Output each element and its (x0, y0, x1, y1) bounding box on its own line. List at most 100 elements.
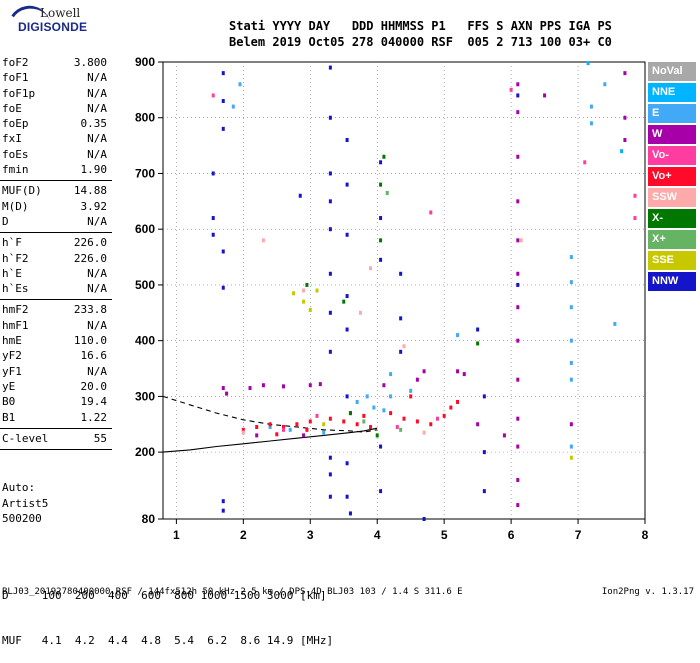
x-tick-label: 2 (240, 528, 247, 542)
echo-point (241, 430, 245, 435)
echo-point (362, 419, 366, 424)
header-row2: Belem 2019 Oct05 278 040000 RSF 005 2 71… (229, 35, 612, 49)
legend-item: NNE (648, 83, 696, 102)
x-tick-label: 1 (173, 528, 180, 542)
param-separator (0, 180, 112, 182)
echo-point (348, 511, 352, 516)
param-value: N/A (87, 71, 107, 85)
param-label: hmF2 (2, 303, 29, 317)
digisonde-logo: Lowell DIGISONDE (3, 1, 87, 36)
echo-point (318, 382, 322, 387)
param-value: 0.35 (80, 117, 108, 131)
param-row: h`F2 226.0 (0, 252, 112, 267)
param-label: fxI (2, 132, 22, 146)
echo-point (221, 285, 225, 290)
echo-point (569, 444, 573, 449)
param-row: h`Es N/A (0, 282, 112, 297)
echo-point (516, 416, 520, 421)
param-row: yF2 16.6 (0, 349, 112, 364)
echo-point (221, 71, 225, 76)
legend-item: Vo+ (648, 167, 696, 186)
param-label: foE (2, 101, 22, 115)
echo-point (399, 427, 403, 432)
echo-point (211, 171, 215, 176)
echo-point (282, 425, 285, 430)
legend-item: W (648, 125, 696, 144)
param-value: 1.22 (80, 410, 108, 424)
legend-item: NoVal (648, 62, 696, 81)
param-row: fmin 1.90 (0, 163, 112, 178)
echo-point (305, 282, 309, 287)
param-value: N/A (87, 282, 107, 296)
echo-point (569, 377, 573, 382)
echo-point (295, 422, 299, 427)
y-tick-label: 600 (135, 222, 155, 236)
echo-point (569, 455, 573, 460)
param-value: 1.90 (80, 163, 108, 177)
echo-point (415, 419, 419, 424)
echo-point (516, 305, 520, 310)
echo-point (442, 413, 446, 418)
echo-point (516, 477, 520, 482)
echo-point (345, 232, 349, 237)
echo-point (395, 425, 399, 430)
echo-point (261, 383, 265, 388)
param-value: N/A (87, 266, 107, 280)
echo-point (516, 82, 520, 87)
echo-point (221, 126, 225, 131)
echo-point (308, 383, 312, 388)
echo-point (379, 216, 383, 221)
param-label: h`F (2, 236, 22, 250)
echo-point (282, 427, 285, 432)
echo-point (516, 377, 520, 382)
echo-point (345, 182, 349, 187)
echo-point (225, 391, 229, 396)
echo-point (569, 255, 573, 260)
echo-point (589, 104, 593, 109)
param-value: N/A (87, 101, 107, 115)
echo-point (516, 154, 520, 159)
param-value: N/A (87, 214, 107, 228)
polarization-legend: NoVal NNE E W Vo- Vo+ SSW X- X+ SSE NNW (648, 62, 696, 293)
muf-table: D 100 200 400 600 800 1000 1500 3000 [km… (2, 558, 333, 663)
echo-point (298, 193, 302, 198)
echo-point (345, 138, 349, 143)
param-label: D (2, 214, 9, 228)
param-row: h`F 226.0 (0, 236, 112, 251)
echo-point (435, 416, 439, 421)
param-row: hmF2 233.8 (0, 303, 112, 318)
echo-point (379, 160, 383, 165)
echo-point (422, 517, 426, 521)
echo-point (322, 430, 326, 435)
echo-point (569, 305, 573, 310)
param-label: C-level (2, 431, 49, 445)
param-row: hmF1 N/A (0, 319, 112, 334)
echo-point (399, 271, 403, 276)
echo-point (476, 341, 480, 346)
echo-point (633, 193, 637, 198)
echo-point (589, 121, 593, 126)
echo-point (613, 321, 617, 326)
logo-line1: Lowell (40, 6, 81, 20)
echo-point (449, 405, 453, 410)
echo-point (372, 405, 376, 410)
param-label: h`Es (2, 282, 29, 296)
x-tick-label: 6 (508, 528, 515, 542)
echo-point (409, 394, 413, 399)
echo-point (516, 282, 520, 287)
param-row: foE N/A (0, 102, 112, 117)
param-label: foF1p (2, 86, 36, 100)
param-label: B1 (2, 410, 16, 424)
param-value: 19.4 (80, 395, 108, 409)
echo-point (516, 444, 520, 449)
param-label: h`F2 (2, 251, 29, 265)
param-label: fmin (2, 163, 29, 177)
echo-point (305, 427, 309, 432)
ionogram-chart: 80 200 300 400 500 600 700 800 900 1 2 3 4 5 6 7 8 (135, 55, 649, 542)
legend-item: X- (648, 209, 696, 228)
legend-item: Vo- (648, 146, 696, 165)
echo-point (569, 280, 573, 285)
param-value: 226.0 (73, 251, 107, 265)
echo-point (308, 308, 312, 313)
echo-point (342, 419, 346, 424)
